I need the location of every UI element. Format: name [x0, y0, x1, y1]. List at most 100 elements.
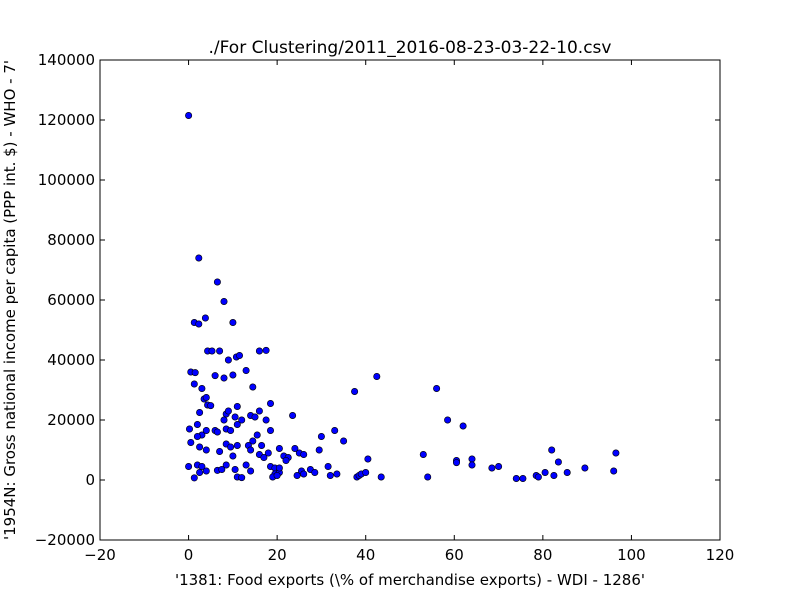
data-point-13 — [236, 351, 244, 359]
data-points — [185, 112, 620, 482]
data-point-35 — [255, 407, 263, 415]
data-point-28 — [207, 402, 215, 410]
data-point-84 — [231, 465, 239, 473]
data-point-78 — [196, 468, 204, 476]
data-point-86 — [238, 474, 246, 482]
x-axis-ticks: −20 0 20 40 60 80 100 120 — [84, 60, 734, 564]
data-point-59 — [233, 441, 241, 449]
data-point-122 — [452, 459, 460, 467]
data-point-129 — [519, 474, 527, 482]
x-axis-label: '1381: Food exports (\% of merchandise e… — [175, 571, 645, 589]
data-point-87 — [242, 461, 250, 469]
data-point-135 — [554, 458, 562, 466]
data-point-18 — [211, 372, 219, 380]
data-point-82 — [218, 465, 226, 473]
data-point-54 — [187, 438, 195, 446]
data-point-26 — [202, 393, 210, 401]
data-point-10 — [216, 347, 224, 355]
y-tick-label: 60000 — [47, 291, 95, 309]
data-point-93 — [275, 464, 283, 472]
data-point-61 — [258, 441, 266, 449]
data-point-138 — [610, 467, 618, 475]
data-point-117 — [419, 450, 427, 458]
data-point-105 — [326, 471, 334, 479]
x-tick-label: 0 — [184, 546, 194, 564]
x-tick-label: 120 — [706, 546, 735, 564]
data-point-14 — [255, 347, 263, 355]
data-point-37 — [220, 416, 228, 424]
data-point-107 — [333, 470, 341, 478]
data-point-32 — [233, 402, 241, 410]
data-point-133 — [548, 446, 556, 454]
data-point-136 — [563, 468, 571, 476]
y-tick-label: 20000 — [47, 411, 95, 429]
data-point-52 — [253, 431, 261, 439]
data-point-29 — [196, 408, 204, 416]
data-point-97 — [293, 471, 301, 479]
data-point-83 — [222, 461, 230, 469]
data-point-0 — [185, 112, 193, 120]
data-point-119 — [433, 384, 441, 392]
data-point-7 — [229, 318, 237, 326]
data-point-116 — [377, 473, 385, 481]
data-point-20 — [229, 371, 237, 379]
y-axis-label: '1954N: Gross national income per capita… — [1, 60, 19, 540]
data-point-15 — [262, 346, 270, 354]
data-point-23 — [198, 384, 206, 392]
data-point-123 — [459, 422, 467, 430]
data-point-66 — [260, 453, 268, 461]
data-point-72 — [291, 444, 299, 452]
data-point-128 — [512, 474, 520, 482]
data-point-118 — [424, 473, 432, 481]
data-point-139 — [612, 449, 620, 457]
data-point-109 — [351, 387, 359, 395]
data-point-132 — [541, 468, 549, 476]
data-point-31 — [224, 407, 232, 415]
data-point-36 — [266, 399, 274, 407]
data-point-19 — [220, 374, 228, 382]
data-point-64 — [247, 446, 255, 454]
data-point-126 — [488, 464, 496, 472]
data-point-3 — [220, 297, 228, 305]
y-tick-label: 120000 — [38, 111, 95, 129]
data-point-63 — [229, 452, 237, 460]
x-tick-label: 40 — [356, 546, 375, 564]
data-point-71 — [282, 456, 290, 464]
data-point-21 — [242, 366, 250, 374]
data-point-68 — [275, 444, 283, 452]
data-point-1 — [195, 254, 203, 262]
y-axis-ticks: −20000 0 20000 40000 60000 80000 100000 120000 1… — [35, 51, 720, 549]
data-point-17 — [191, 369, 199, 377]
x-tick-label: 100 — [617, 546, 646, 564]
data-point-41 — [186, 425, 194, 433]
data-point-106 — [331, 426, 339, 434]
x-tick-label: 20 — [268, 546, 287, 564]
data-point-95 — [273, 471, 281, 479]
data-point-38 — [231, 413, 239, 421]
chart-title: ./For Clustering/2011_2016-08-23-03-22-1… — [209, 38, 612, 58]
data-point-124 — [468, 455, 476, 463]
data-point-79 — [202, 467, 210, 475]
x-tick-label: 60 — [445, 546, 464, 564]
data-point-114 — [364, 455, 372, 463]
data-point-56 — [202, 446, 210, 454]
data-point-51 — [249, 437, 257, 445]
data-point-55 — [196, 443, 204, 451]
y-tick-label: −20000 — [35, 531, 95, 549]
data-point-101 — [311, 468, 319, 476]
data-point-50 — [193, 432, 201, 440]
y-tick-label: 80000 — [47, 231, 95, 249]
data-point-115 — [373, 372, 381, 380]
y-tick-label: 140000 — [38, 51, 95, 69]
data-point-22 — [190, 380, 198, 388]
data-point-53 — [266, 426, 274, 434]
data-point-49 — [233, 420, 241, 428]
data-point-77 — [198, 462, 206, 470]
data-point-113 — [362, 468, 370, 476]
y-tick-label: 0 — [85, 471, 95, 489]
data-point-120 — [444, 416, 452, 424]
data-point-42 — [193, 420, 201, 428]
data-point-88 — [247, 467, 255, 475]
data-point-6 — [201, 314, 209, 322]
